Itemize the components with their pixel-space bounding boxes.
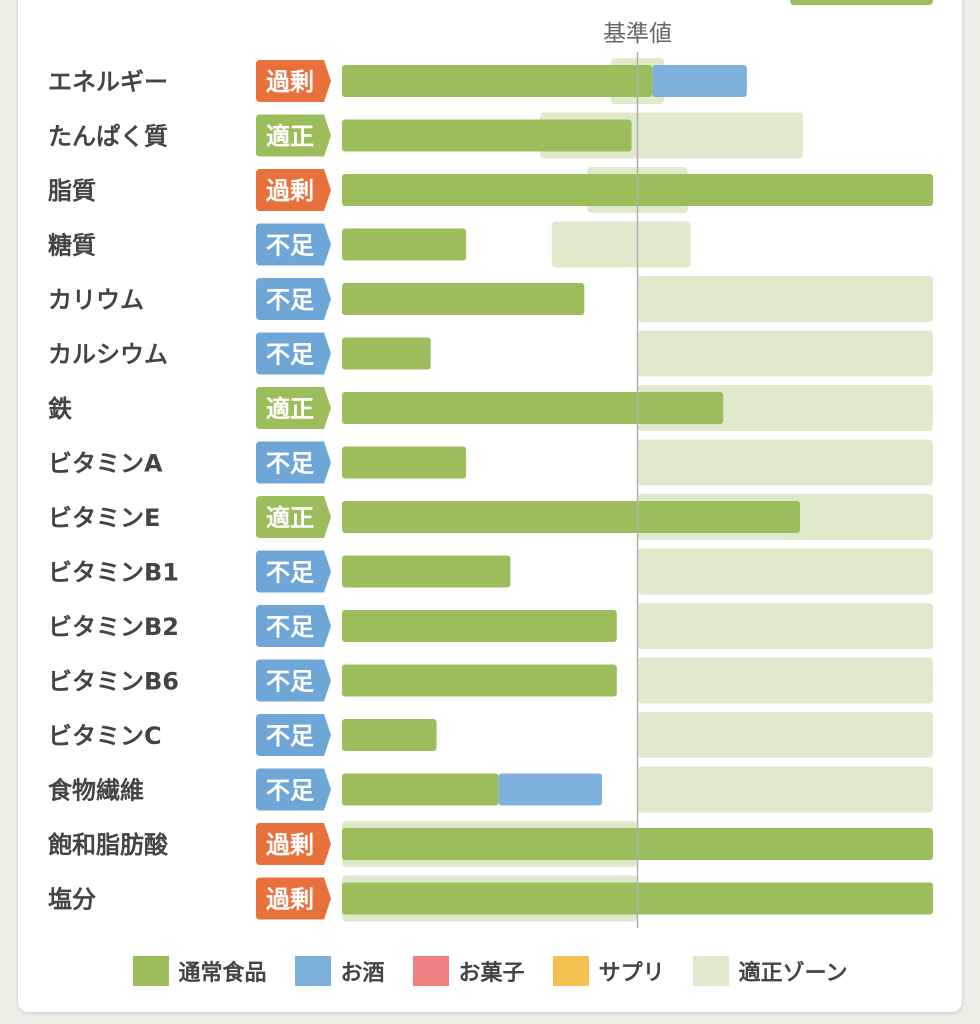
optimal-zone <box>637 766 933 813</box>
bar-segment <box>342 65 653 97</box>
status-badge <box>256 714 331 756</box>
status-badge-label: 不足 <box>266 450 314 478</box>
optimal-zone <box>637 603 933 649</box>
status-badge-label: 適正 <box>266 395 314 423</box>
bar-segment <box>652 65 747 97</box>
optimal-zone <box>637 548 933 595</box>
category-label: 脂質 <box>48 177 96 205</box>
status-badge-label: 不足 <box>266 613 314 641</box>
status-badge <box>256 823 331 865</box>
legend-label: 通常食品 <box>178 961 267 986</box>
legend-swatch <box>692 956 729 986</box>
reference-label: 基準値 <box>603 21 672 47</box>
status-badge <box>256 877 331 920</box>
status-badge-label: 不足 <box>266 286 314 314</box>
legend-label: お菓子 <box>458 961 525 986</box>
status-badge-label: 不足 <box>266 341 314 369</box>
category-label: 飽和脂肪酸 <box>47 831 169 859</box>
bar-segment <box>342 664 617 697</box>
category-label: たんぱく質 <box>48 123 168 151</box>
category-label: ビタミンB6 <box>48 668 179 696</box>
category-label: 食物繊維 <box>48 777 144 805</box>
legend: 通常食品 お酒 お菓子 サプリ 適正ゾーン <box>0 955 980 987</box>
status-badge <box>256 387 331 429</box>
category-label: 糖質 <box>48 232 96 260</box>
legend-item-normal-food: 通常食品 <box>132 955 267 987</box>
legend-swatch <box>132 956 169 986</box>
bar-segment <box>342 119 632 152</box>
optimal-zone <box>637 712 933 758</box>
category-label: エネルギー <box>48 68 168 96</box>
bar-segment <box>342 719 437 751</box>
status-badge-label: 不足 <box>266 722 314 750</box>
status-badge-label: 不足 <box>266 777 314 805</box>
status-badge-label: 過剰 <box>266 177 314 205</box>
bar-segment <box>342 501 801 533</box>
status-badge-label: 過剰 <box>266 831 314 859</box>
optimal-zone <box>637 330 933 377</box>
optimal-zone <box>637 439 933 486</box>
status-badge <box>256 659 331 702</box>
status-badge-label: 過剰 <box>266 68 314 96</box>
status-badge-label: 不足 <box>266 232 314 260</box>
status-badge-label: 適正 <box>266 504 314 532</box>
legend-swatch <box>552 956 589 986</box>
category-label: ビタミンB2 <box>48 613 179 641</box>
status-badge <box>256 169 331 211</box>
optimal-zone <box>551 221 691 268</box>
status-badge-label: 不足 <box>266 668 314 696</box>
legend-label: 適正ゾーン <box>738 961 848 986</box>
nutrient-bar-chart: 基準値エネルギー 過剰たんぱく質 適正脂質 過剰糖質 不足カリウム 不足カルシウム 不足鉄適… <box>47 21 933 928</box>
bar-segment <box>498 773 603 806</box>
status-badge <box>256 278 331 320</box>
bar-segment <box>342 555 511 588</box>
bar-segment <box>342 610 617 642</box>
bar-segment <box>342 337 431 370</box>
category-label: カリウム <box>48 286 144 314</box>
status-badge <box>256 605 331 647</box>
status-badge <box>256 496 331 538</box>
status-badge <box>256 332 331 375</box>
status-badge <box>256 223 331 266</box>
legend-item-snacks: お菓子 <box>412 955 525 987</box>
status-badge <box>256 441 331 484</box>
status-badge <box>256 550 331 593</box>
legend-label: お酒 <box>340 961 385 986</box>
category-label: ビタミンB1 <box>48 559 179 587</box>
legend-item-optimal-zone: 適正ゾーン <box>692 955 848 987</box>
status-badge <box>256 768 331 811</box>
category-label: ビタミンA <box>48 450 163 478</box>
bar-segment <box>342 228 467 261</box>
bar-segment <box>342 773 499 806</box>
legend-item-alcohol: お酒 <box>294 955 385 987</box>
bar-segment <box>342 446 467 479</box>
bar-segment <box>342 283 585 315</box>
previous-bar-fragment <box>790 0 933 5</box>
legend-swatch <box>412 956 449 986</box>
optimal-zone <box>637 276 933 322</box>
legend-item-supplements: サプリ <box>552 955 665 987</box>
status-badge <box>256 114 331 157</box>
optimal-zone <box>637 657 933 704</box>
status-badge-label: 不足 <box>266 559 314 587</box>
category-label: 塩分 <box>48 886 96 914</box>
legend-label: サプリ <box>598 961 665 986</box>
category-label: 鉄 <box>48 395 72 423</box>
status-badge <box>256 60 331 102</box>
category-label: カルシウム <box>48 341 168 369</box>
legend-swatch <box>294 956 331 986</box>
category-label: ビタミンC <box>48 722 162 750</box>
category-label: ビタミンE <box>48 504 160 532</box>
status-badge-label: 適正 <box>266 123 314 151</box>
bar-segment <box>342 392 724 424</box>
status-badge-label: 過剰 <box>266 886 314 914</box>
